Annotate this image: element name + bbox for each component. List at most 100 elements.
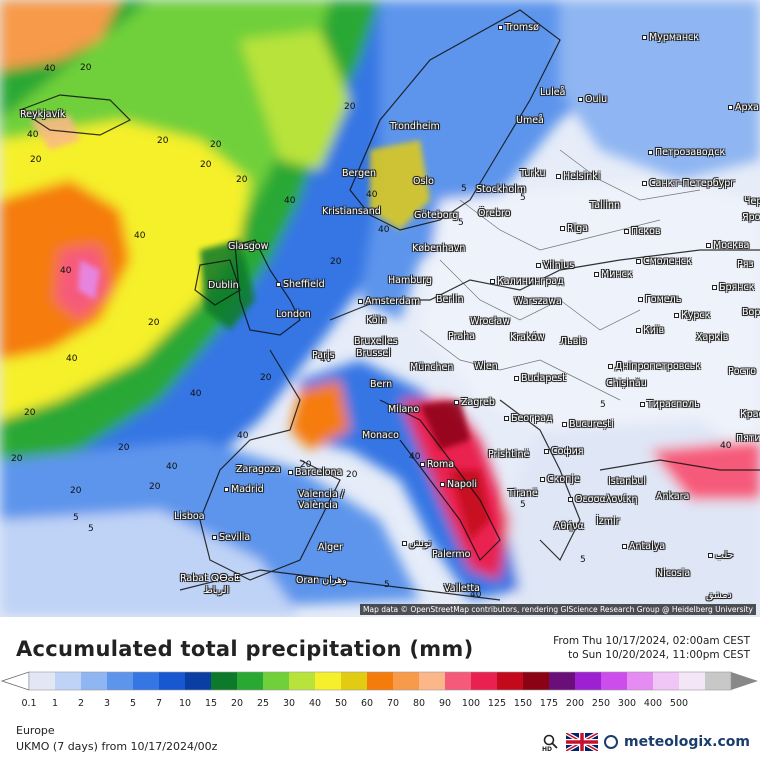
legend-swatch — [679, 672, 706, 690]
city-name: Росто — [728, 366, 757, 377]
city-marker — [728, 105, 733, 110]
city-label: Харків — [696, 332, 728, 343]
city-marker — [706, 243, 711, 248]
legend-tick-label: 400 — [643, 698, 663, 709]
city-label: București — [562, 419, 614, 430]
city-marker — [608, 364, 613, 369]
city-label: Ворон — [742, 307, 760, 318]
isoline-label: 40 — [190, 389, 202, 399]
city-name: Nicosia — [656, 568, 691, 579]
isoline-label: 40 — [134, 231, 146, 241]
legend-tick-label: 250 — [591, 698, 611, 709]
legend-swatch — [81, 672, 108, 690]
city-label: Berlin — [436, 294, 464, 305]
city-marker — [562, 422, 567, 427]
precipitation-map[interactable]: 40 20 40 20 20 20 20 40 40 20 40 20 40 2… — [0, 0, 760, 617]
city-name: Псков — [631, 226, 661, 237]
city-name: München — [410, 362, 454, 373]
city-label: København — [412, 243, 465, 254]
city-label: Гомель — [638, 294, 681, 305]
isoline-label: 20 — [157, 136, 169, 146]
city-label: Калининград — [490, 276, 564, 287]
legend-tick-label: 40 — [308, 698, 322, 709]
isoline-label: 40 — [66, 354, 78, 364]
city-label: Riga — [560, 223, 588, 234]
legend-tick-label: 175 — [539, 698, 559, 709]
city-label: Alger — [318, 542, 343, 553]
city-label: Chișinău — [606, 378, 647, 389]
city-name: Istanbul — [608, 476, 647, 487]
city-label: София — [544, 446, 583, 457]
city-name: Napoli — [447, 479, 478, 490]
city-name: Калининград — [497, 276, 564, 287]
legend-swatch — [523, 672, 550, 690]
color-legend — [0, 671, 758, 691]
city-label: Смоленск — [636, 256, 692, 267]
city-name: Glasgow — [228, 241, 269, 252]
isoline-label: 5 — [520, 193, 526, 203]
city-label: Bern — [370, 379, 392, 390]
city-label: Красно — [740, 409, 760, 420]
city-label: Чер — [744, 196, 760, 207]
city-name: Lisboa — [174, 511, 205, 522]
legend-swatch — [497, 672, 524, 690]
city-label: Львів — [560, 336, 587, 347]
city-label: Kraków — [510, 332, 545, 343]
hd-label: HD — [542, 746, 553, 753]
isoline-label: 5 — [520, 500, 526, 510]
city-name: Helsinki — [563, 171, 601, 182]
city-name: Bergen — [342, 168, 376, 179]
city-name: دمشق — [706, 590, 732, 601]
uk-flag-icon[interactable] — [565, 731, 599, 753]
city-name: Ряз — [737, 259, 754, 270]
legend-tick-label: 200 — [565, 698, 585, 709]
city-name: İzmir — [596, 516, 620, 527]
city-marker — [288, 470, 293, 475]
city-label: Amsterdam — [358, 296, 420, 307]
isoline-label: 5 — [600, 400, 606, 410]
city-label: Tromsø — [498, 22, 539, 33]
city-label: Praha — [448, 331, 475, 342]
city-name: تونس — [409, 538, 432, 549]
city-name: Alger — [318, 542, 343, 553]
city-name: Београд — [511, 413, 553, 424]
city-name: Turku — [520, 168, 546, 179]
city-label: Valletta — [444, 583, 480, 594]
legend-swatch — [159, 672, 186, 690]
city-label: München — [410, 362, 453, 373]
legend-tick-label: 50 — [334, 698, 348, 709]
city-label: İzmir — [596, 516, 620, 527]
isoline-label: 5 — [461, 184, 467, 194]
isoline-label: 40 — [409, 452, 421, 462]
legend-tick-label: 300 — [617, 698, 637, 709]
city-label: Яросл — [742, 212, 760, 223]
city-label: Umeå — [516, 115, 544, 126]
footer-controls: HD meteologix.com — [542, 731, 750, 753]
city-label: Lisboa — [174, 511, 205, 522]
city-label: Αθήνα — [554, 521, 584, 532]
city-name: Sevilla — [219, 532, 251, 543]
city-name: Zagreb — [461, 397, 495, 408]
city-name: Rabat ⵕⴱⴰⵟ — [180, 573, 240, 584]
zoom-hd-icon[interactable]: HD — [542, 733, 560, 753]
legend-tick-label: 80 — [412, 698, 426, 709]
isoline-label: 20 — [346, 470, 358, 480]
city-label: Vilnius — [536, 260, 574, 271]
city-marker — [540, 477, 545, 482]
city-name: Köln — [366, 315, 387, 326]
city-marker — [674, 313, 679, 318]
city-name: Zaragoza — [236, 464, 281, 475]
legend-tick-label: 3 — [103, 698, 111, 709]
legend-tick-label: 15 — [204, 698, 218, 709]
legend-swatch — [289, 672, 316, 690]
isoline-label: 5 — [73, 513, 79, 523]
city-label: Köln — [366, 315, 386, 326]
city-label: حلب — [708, 550, 733, 561]
brand-link[interactable]: meteologix.com — [624, 734, 750, 750]
legend-tick-label: 30 — [282, 698, 296, 709]
city-label: Stockholm — [476, 184, 526, 195]
isoline-label: 20 — [210, 140, 222, 150]
city-marker — [224, 487, 229, 492]
city-label: Скопје — [540, 474, 580, 485]
city-label: Göteborg — [414, 210, 458, 221]
